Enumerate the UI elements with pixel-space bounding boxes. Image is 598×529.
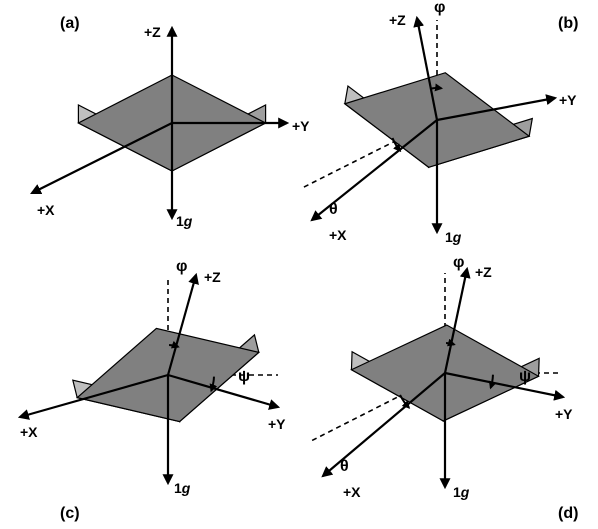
panel-b-axis-x-label: +X [329,227,347,243]
panel-b-angle-phi-label: φ [434,0,445,16]
panel-b-axis-z-label: +Z [389,12,406,28]
panel-c-angle-psi-label: ψ [238,368,250,385]
panel-c: (c) +X +Y +Z 1g φ ψ [20,258,286,522]
panel-a-axis-g-label: 1g [176,213,193,229]
panel-c-axis-x-label: +X [20,424,38,440]
panel-c-axis-z-label: +Z [204,269,221,285]
panel-a-axis-y-label: +Y [292,118,310,134]
panel-b-axis-g-label: 1g [445,229,462,245]
coordinate-frames-figure: (a)+X+Y+Z1g(b)+X+Y+Z1gφθ(c)+X+Y+Z1gφψ(d)… [0,0,598,529]
panel-d-axis-g-label: 1g [453,484,470,500]
panel-b: (b) +X +Y +Z 1g φ θ [302,0,578,245]
panel-d-angle-psi-label: ψ [519,368,531,385]
panel-c-axis-g-label: 1g [174,480,191,496]
panel-a: (a) +X +Y +Z 1g [32,15,310,229]
panel-a-label: (a) [60,15,80,32]
panel-d-label: (d) [558,505,578,522]
panel-c-axis-y-label: +Y [268,416,286,432]
panel-d-angle-theta-label: θ [340,458,349,475]
panel-b-angle-theta-label: θ [329,201,338,218]
panel-d: (d) +X +Y +Z 1g φ ψ θ [311,254,578,522]
panel-a-axis-z-label: +Z [144,24,161,40]
panel-d-axis-y-label: +Y [555,406,573,422]
panel-d-axis-x-label: +X [343,484,361,500]
panel-c-label: (c) [60,505,80,522]
panel-c-angle-phi-label: φ [176,258,187,275]
panel-b-axis-y-label: +Y [559,92,577,108]
panel-d-axis-z-label: +Z [475,264,492,280]
panel-d-angle-phi-label: φ [453,254,464,271]
panel-b-label: (b) [558,15,578,32]
panel-a-axis-x-label: +X [37,202,55,218]
